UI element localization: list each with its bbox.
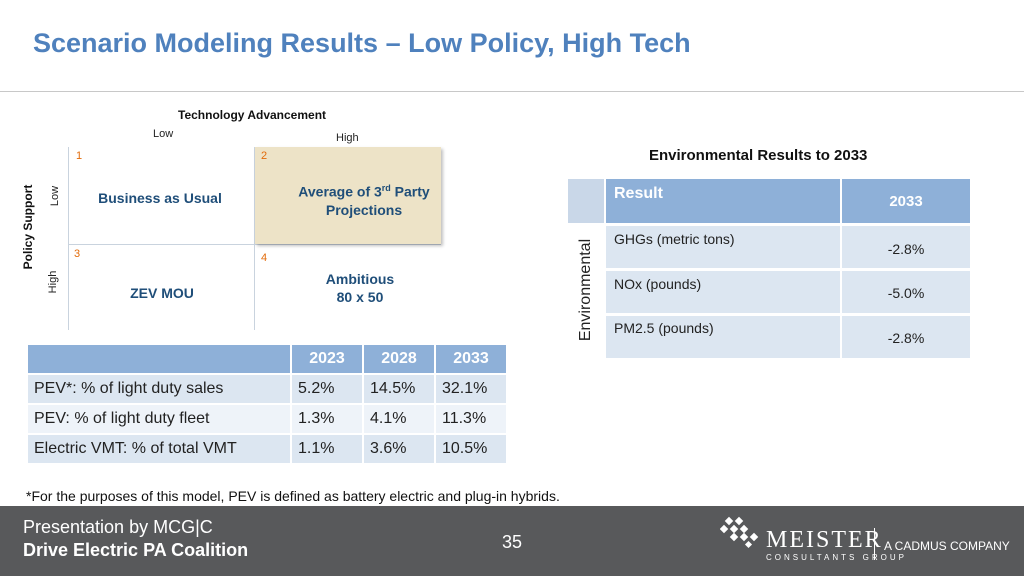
cell-2033: 32.1% <box>436 375 506 403</box>
y-axis-title: Policy Support <box>21 184 35 270</box>
quadrant-2-label-post: Party <box>390 183 430 200</box>
env-row-value: -5.0% <box>887 285 925 301</box>
cell-2033: 10.5% <box>436 435 506 463</box>
page-number: 35 <box>501 532 523 552</box>
header-2023: 2023 <box>292 345 362 373</box>
env-row-value: -2.8% <box>887 241 925 257</box>
logo-tagline: A CADMUS COMPANY <box>884 539 1010 553</box>
matrix-center-line <box>254 147 255 330</box>
cell-2028: 14.5% <box>364 375 434 403</box>
title-divider <box>0 91 1024 92</box>
quadrant-2-label-pre: Average of 3 <box>298 183 382 200</box>
quadrant-2-highlight <box>255 147 441 244</box>
table-row: PEV: % of light duty fleet 1.3% 4.1% 11.… <box>28 405 506 433</box>
quadrant-2-label-line2: Projections <box>325 201 403 218</box>
x-axis-title: Technology Advancement <box>178 108 327 122</box>
cell-2028: 4.1% <box>364 405 434 433</box>
env-row-label-cell: GHGs (metric tons) <box>606 226 840 268</box>
cell-2028: 3.6% <box>364 435 434 463</box>
env-row-value-cell: -5.0% <box>842 271 970 313</box>
slide-title: Scenario Modeling Results – Low Policy, … <box>33 28 691 58</box>
quadrant-2-label-sup: rd <box>381 183 391 193</box>
footnote: *For the purposes of this model, PEV is … <box>26 488 560 504</box>
table-row: Electric VMT: % of total VMT 1.1% 3.6% 1… <box>28 435 506 463</box>
env-header-result-text: Result <box>614 185 663 202</box>
matrix-middle-line <box>68 244 441 245</box>
header-empty <box>28 345 290 373</box>
footer-presenter: Presentation by MCG|C <box>23 517 213 537</box>
logo-subtitle: CONSULTANTS GROUP <box>766 553 907 562</box>
footer-bar <box>0 506 1024 576</box>
env-header-year-text: 2033 <box>889 193 923 210</box>
quadrant-2-label: Average of 3rd Party Projections <box>270 179 458 219</box>
table-header-row: 2023 2028 2033 <box>28 345 506 373</box>
footer-client: Drive Electric PA Coalition <box>23 540 249 560</box>
quadrant-1-label: Business as Usual <box>98 190 222 206</box>
x-axis-low-label: Low <box>153 128 174 140</box>
env-corner-cell <box>568 179 604 223</box>
env-row-value: -2.8% <box>887 330 925 346</box>
table-row: PEV*: % of light duty sales 5.2% 14.5% 3… <box>28 375 506 403</box>
row-label: PEV: % of light duty fleet <box>28 405 290 433</box>
header-2033: 2033 <box>436 345 506 373</box>
env-row-label: NOx (pounds) <box>614 276 702 292</box>
cell-2033: 11.3% <box>436 405 506 433</box>
env-row-label: GHGs (metric tons) <box>614 231 735 247</box>
quadrant-2-number: 2 <box>261 150 268 162</box>
env-header-year: 2033 <box>842 179 970 223</box>
y-axis-low-label: Low <box>49 185 61 207</box>
env-header-result: Result <box>606 179 840 223</box>
env-table-title: Environmental Results to 2033 <box>649 147 868 164</box>
env-row-label-cell: PM2.5 (pounds) <box>606 316 840 358</box>
header-2028: 2028 <box>364 345 434 373</box>
row-label: Electric VMT: % of total VMT <box>28 435 290 463</box>
quadrant-4-label-line1: Ambitious <box>325 271 395 287</box>
quadrant-3-label: ZEV MOU <box>130 285 194 301</box>
env-row-label-cell: NOx (pounds) <box>606 271 840 313</box>
env-side-label: Environmental <box>577 238 594 342</box>
cell-2023: 1.3% <box>292 405 362 433</box>
logo-divider <box>874 528 875 560</box>
y-axis-high-label: High <box>47 270 59 294</box>
x-axis-high-label: High <box>336 132 359 144</box>
env-row-value-cell: -2.8% <box>842 316 970 358</box>
env-side-cell <box>568 226 604 358</box>
cell-2023: 1.1% <box>292 435 362 463</box>
cell-2023: 5.2% <box>292 375 362 403</box>
logo-wordmark: MEISTER <box>766 527 883 553</box>
quadrant-4-number: 4 <box>261 252 268 264</box>
row-label: PEV*: % of light duty sales <box>28 375 290 403</box>
matrix-left-line <box>68 147 69 330</box>
quadrant-4-label-line2: 80 x 50 <box>336 289 384 305</box>
quadrant-3-number: 3 <box>74 248 81 260</box>
env-row-value-cell: -2.8% <box>842 226 970 268</box>
pev-results-table: 2023 2028 2033 PEV*: % of light duty sal… <box>26 343 508 465</box>
meister-logo-icon <box>720 516 759 549</box>
quadrant-1-number: 1 <box>76 150 83 162</box>
env-row-label: PM2.5 (pounds) <box>614 320 714 336</box>
quadrant-4-label: Ambitious 80 x 50 <box>290 270 430 306</box>
